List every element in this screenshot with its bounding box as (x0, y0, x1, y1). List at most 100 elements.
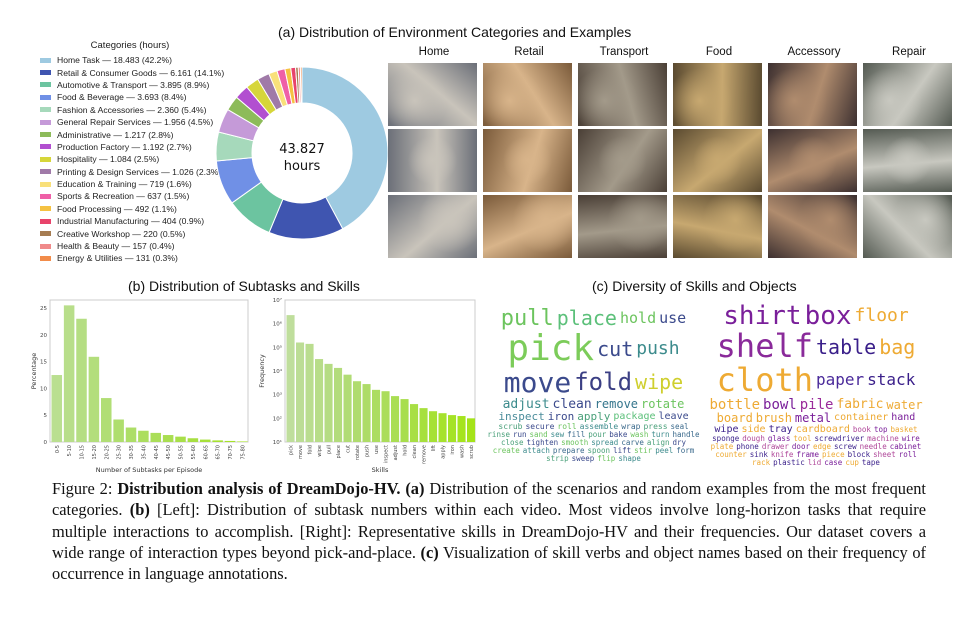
skill-word: move (503, 366, 572, 400)
x-tick-label: push (365, 445, 371, 457)
example-column-label: Home (418, 46, 450, 58)
example-photo (578, 63, 667, 126)
legend-label: Education & Training — 719 (1.6%) (57, 179, 192, 190)
x-tick-label: 5-10 (67, 445, 73, 456)
skill-bar (467, 418, 476, 442)
skill-word: strip (546, 453, 569, 463)
object-word: edge (812, 442, 832, 452)
skill-word: remove (594, 397, 639, 412)
object-word: cardboard (795, 423, 850, 435)
skill-word: spread (591, 438, 619, 448)
skill-word: sand (529, 430, 548, 440)
skill-word: bake (609, 430, 628, 440)
example-photo (768, 63, 857, 126)
skill-word: tighten (526, 438, 559, 448)
x-tick-label: apply (441, 445, 447, 459)
object-word: phone (736, 442, 759, 452)
object-word: plastic (773, 458, 805, 467)
skill-word: lift (613, 445, 632, 455)
skill-word: form (676, 445, 695, 455)
y-tick-label: 10⁴ (273, 368, 283, 375)
object-word: sheet (873, 450, 896, 460)
object-word: sink (749, 450, 768, 460)
object-word: plate (710, 442, 734, 452)
skill-bar (353, 381, 362, 442)
x-tick-label: remove (422, 445, 428, 464)
legend-item: Hospitality — 1.084 (2.5%) (40, 153, 240, 165)
legend-swatch (40, 82, 51, 88)
y-tick-label: 20 (40, 333, 47, 339)
histogram-bar (212, 440, 223, 442)
y-tick-label: 5 (44, 413, 48, 419)
skill-word: run (513, 430, 527, 440)
y-tick-label: 10² (273, 415, 282, 422)
histogram-bar (138, 430, 149, 442)
figure-caption: Figure 2: Distribution analysis of Dream… (52, 478, 926, 584)
histogram-bar (200, 439, 211, 442)
x-tick-label: fold (308, 445, 314, 454)
skill-word: wipe (635, 370, 684, 395)
skill-bar (362, 384, 371, 442)
legend-item: Fashion & Accessories — 2.360 (5.4%) (40, 104, 240, 116)
skill-word: pull (500, 306, 554, 332)
skill-word: wrap (621, 421, 641, 431)
histogram-bar (162, 435, 174, 442)
object-word: tape (861, 458, 880, 467)
object-word: bowl (763, 396, 797, 413)
skill-bar (429, 411, 438, 442)
legend-swatch (40, 156, 51, 162)
object-word: bottle (709, 396, 761, 413)
skill-word: place (556, 306, 617, 331)
example-column-label: Food (705, 46, 733, 58)
skill-word: shape (618, 453, 641, 463)
legend-swatch (40, 206, 51, 212)
skill-bar (410, 404, 419, 442)
x-tick-label: 55-60 (191, 445, 197, 460)
histogram-bar (187, 438, 199, 442)
skill-word: pour (588, 430, 607, 440)
skill-word: flip (597, 453, 616, 463)
example-photo (673, 63, 762, 126)
histogram-bar (101, 398, 112, 442)
skill-bar (334, 367, 343, 442)
object-word: piece (822, 450, 845, 460)
skill-word: close (500, 438, 524, 448)
object-word: pile (799, 396, 834, 413)
example-photo (578, 129, 667, 192)
skill-bar (296, 342, 305, 442)
x-tick-label: 35-40 (141, 445, 147, 460)
skill-word: peel (655, 445, 674, 455)
caption-title: Distribution analysis of DreamDojo-HV. (117, 479, 401, 498)
x-tick-label: rotate (355, 445, 361, 460)
histogram-bar (51, 375, 63, 442)
object-word: basket (890, 425, 918, 435)
skill-word: apply (577, 410, 611, 424)
object-word: floor (854, 305, 909, 327)
legend-label: Administrative — 1.217 (2.8%) (57, 129, 174, 140)
x-tick-label: 20-25 (104, 445, 110, 460)
example-photo (388, 195, 477, 258)
histogram-bar (63, 305, 75, 442)
example-photo (863, 129, 952, 192)
x-tick-label: clean (412, 445, 418, 458)
x-tick-label: pull (327, 445, 333, 454)
legend-item: Home Task — 18.483 (42.2%) (40, 54, 240, 66)
donut-center-unit: hours (283, 159, 321, 174)
skill-word: prepare (552, 445, 585, 455)
legend-label: Production Factory — 1.192 (2.7%) (57, 141, 192, 152)
skill-word: leave (658, 410, 689, 422)
histogram-bar (224, 440, 236, 442)
skill-word: iron (547, 410, 575, 424)
object-word: screw (834, 442, 857, 452)
legend-item: Automotive & Transport — 3.895 (8.9%) (40, 79, 240, 91)
object-word: lid (807, 458, 822, 467)
skill-word: press (643, 421, 668, 431)
x-tick-label: adjust (393, 445, 399, 460)
y-tick-label: 25 (40, 306, 47, 312)
x-tick-label: 40-45 (154, 445, 160, 460)
x-tick-label: scrub (469, 445, 475, 459)
x-tick-label: 65-70 (216, 445, 222, 460)
x-tick-label: iron (450, 445, 456, 455)
y-axis-label: Percentage (30, 353, 38, 390)
x-tick-label: inspect (384, 445, 390, 463)
